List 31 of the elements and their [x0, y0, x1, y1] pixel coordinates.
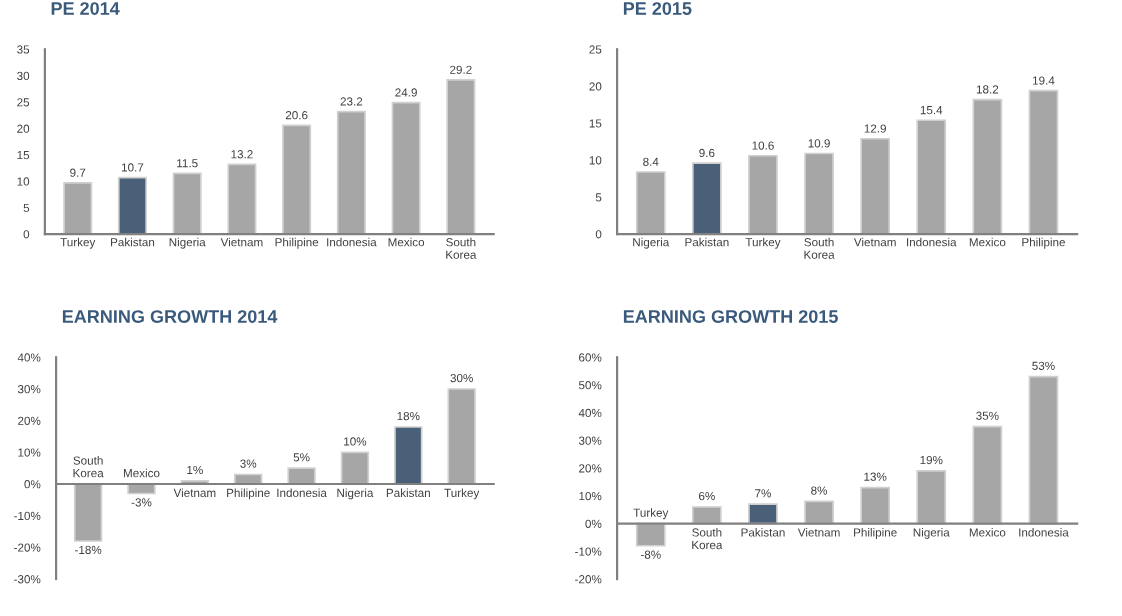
- bar: [227, 163, 257, 235]
- bar: [172, 172, 202, 235]
- bar: [860, 137, 891, 235]
- bar: [860, 486, 891, 525]
- bar: [340, 451, 370, 485]
- chart-title: EARNING GROWTH 2015: [623, 310, 838, 323]
- bar: [635, 522, 666, 547]
- bar: [635, 171, 666, 235]
- bar: [117, 176, 147, 235]
- bar: [1028, 375, 1059, 525]
- chart-title: PE 2014: [51, 2, 120, 15]
- bar: [447, 388, 476, 485]
- chart-title: PE 2015: [623, 2, 692, 15]
- bar: [287, 467, 316, 485]
- bar: [73, 483, 103, 542]
- bar: [1028, 89, 1059, 235]
- bar: [804, 152, 834, 235]
- bar: [972, 98, 1003, 235]
- bar: [394, 426, 423, 485]
- bar: [748, 503, 778, 525]
- bar: [748, 154, 778, 235]
- bar: [446, 79, 476, 235]
- bar: [916, 470, 947, 525]
- bar: [691, 162, 722, 235]
- bar: [972, 425, 1003, 525]
- chart-title: EARNING GROWTH 2014: [62, 310, 278, 323]
- bar: [282, 124, 312, 235]
- bar: [916, 119, 947, 235]
- bar: [63, 182, 93, 235]
- bar: [391, 101, 421, 235]
- bar: [336, 110, 366, 235]
